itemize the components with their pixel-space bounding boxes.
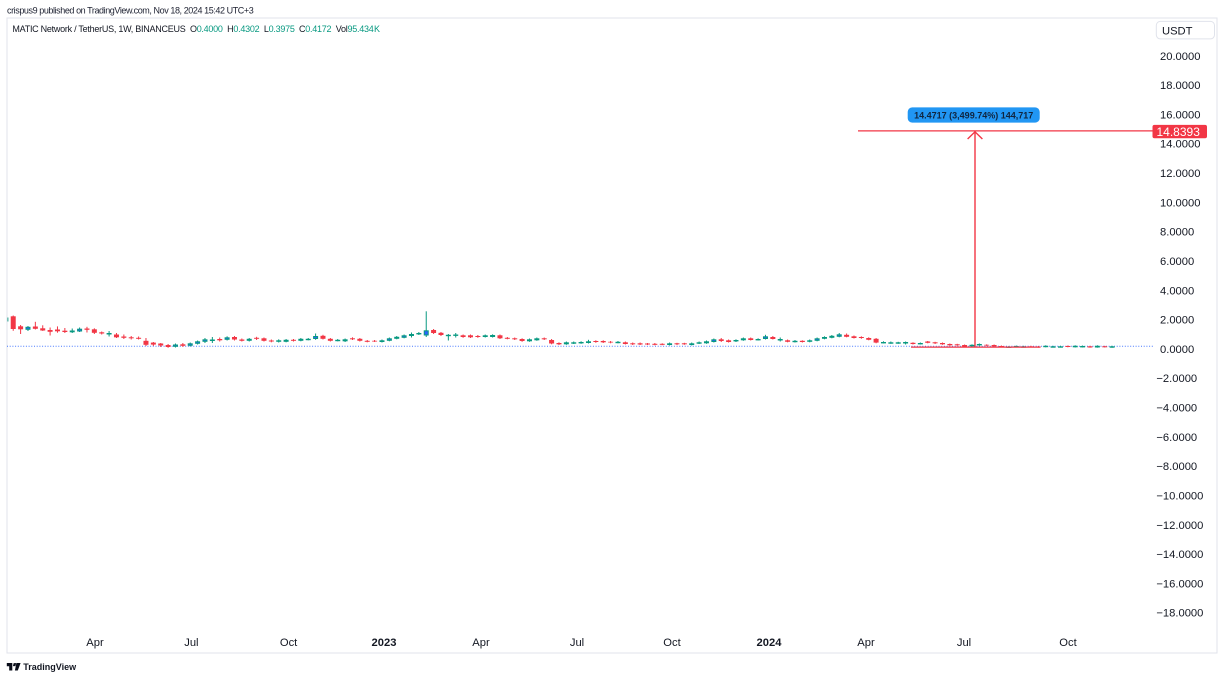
svg-text:12.0000: 12.0000 <box>1160 168 1200 180</box>
svg-text:USDT: USDT <box>1162 25 1193 37</box>
svg-text:−8.0000: −8.0000 <box>1156 461 1197 473</box>
svg-text:−10.0000: −10.0000 <box>1156 490 1203 502</box>
svg-text:−6.0000: −6.0000 <box>1156 432 1197 444</box>
svg-text:crispus9 published on TradingV: crispus9 published on TradingView.com, N… <box>7 6 254 16</box>
svg-text:−18.0000: −18.0000 <box>1156 608 1203 620</box>
svg-text:18.0000: 18.0000 <box>1160 80 1200 92</box>
svg-text:Apr: Apr <box>472 637 490 649</box>
svg-text:Jul: Jul <box>957 637 971 649</box>
svg-text:TradingView: TradingView <box>23 662 77 672</box>
svg-text:−12.0000: −12.0000 <box>1156 520 1203 532</box>
svg-text:Apr: Apr <box>86 637 104 649</box>
svg-text:2023: 2023 <box>372 637 397 649</box>
svg-text:−4.0000: −4.0000 <box>1156 403 1197 415</box>
svg-text:Oct: Oct <box>280 637 298 649</box>
svg-text:14.8393: 14.8393 <box>1157 125 1201 139</box>
svg-text:20.0000: 20.0000 <box>1160 51 1200 63</box>
svg-text:2.0000: 2.0000 <box>1160 315 1194 327</box>
svg-text:−16.0000: −16.0000 <box>1156 578 1203 590</box>
svg-text:0.0000: 0.0000 <box>1160 344 1194 356</box>
svg-text:16.0000: 16.0000 <box>1160 109 1200 121</box>
svg-text:8.0000: 8.0000 <box>1160 227 1194 239</box>
svg-text:4.0000: 4.0000 <box>1160 285 1194 297</box>
svg-text:Apr: Apr <box>857 637 875 649</box>
svg-text:6.0000: 6.0000 <box>1160 256 1194 268</box>
svg-text:Oct: Oct <box>1059 637 1077 649</box>
svg-text:14.4717 (3,499.74%) 144,717: 14.4717 (3,499.74%) 144,717 <box>914 110 1033 120</box>
svg-text:2024: 2024 <box>757 637 783 649</box>
svg-text:MATIC Network / TetherUS, 1W,: MATIC Network / TetherUS, 1W, BINANCEUS … <box>12 24 380 34</box>
svg-text:−14.0000: −14.0000 <box>1156 549 1203 561</box>
svg-text:Oct: Oct <box>663 637 681 649</box>
svg-text:Jul: Jul <box>570 637 584 649</box>
svg-text:−2.0000: −2.0000 <box>1156 373 1197 385</box>
svg-text:10.0000: 10.0000 <box>1160 197 1200 209</box>
svg-text:14.0000: 14.0000 <box>1160 139 1200 151</box>
svg-text:Jul: Jul <box>184 637 198 649</box>
